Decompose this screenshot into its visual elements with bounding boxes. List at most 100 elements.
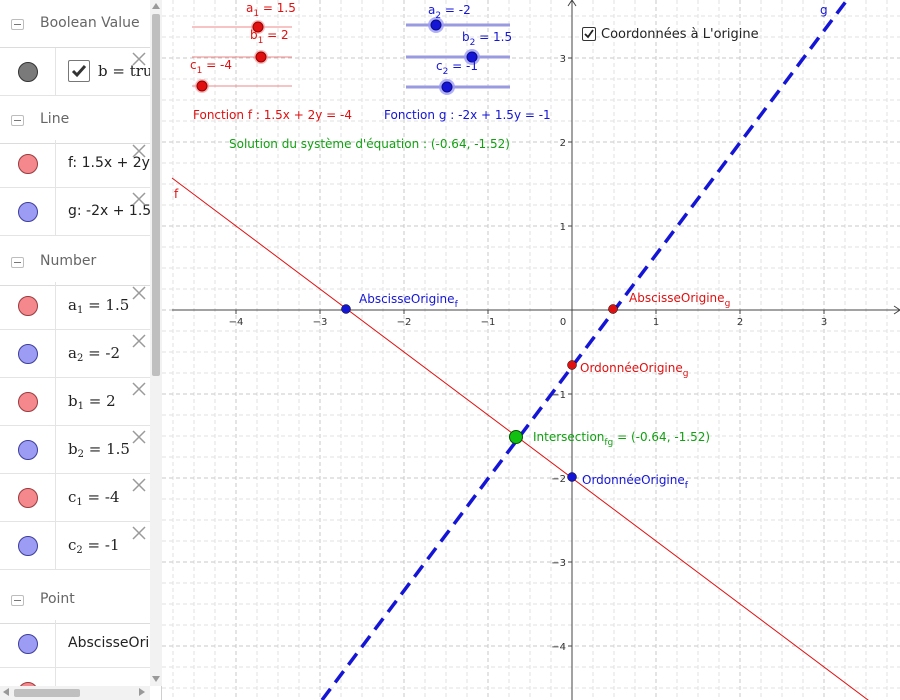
delete-icon[interactable] [130,524,148,542]
section-point[interactable]: Point [0,576,150,624]
section-title: Line [40,111,70,127]
x-tick-label: −2 [397,317,412,328]
axis-ticks: −4 −3 −2 −1 0 1 2 3 3 2 1 −1 −2 −3 −4 [229,54,828,653]
marble-icon[interactable] [18,440,38,460]
algebra-item-a2[interactable]: a2 = -2 [0,330,150,378]
section-title: Number [40,253,97,269]
marble-icon[interactable] [18,344,38,364]
visibility-toggle[interactable] [0,48,56,95]
algebra-item-text: AbscisseOrigine [68,635,150,651]
visibility-toggle[interactable] [0,474,56,521]
horizontal-scroll-thumb[interactable] [14,689,80,697]
point-ordonnee-origine-f[interactable] [567,472,577,482]
visibility-toggle[interactable] [0,522,56,569]
label-abscisse-origine-g: AbscisseOrigineg [629,291,731,309]
slider-b1[interactable] [192,50,292,64]
coordinate-plane[interactable]: −4 −3 −2 −1 0 1 2 3 3 2 1 −1 −2 −3 −4 [162,0,900,700]
slider-handle[interactable] [196,80,208,92]
checkbox-icon[interactable] [582,27,596,41]
collapse-toggle-icon[interactable] [11,257,24,268]
visibility-toggle[interactable] [0,378,56,425]
point-intersection-fg[interactable] [509,430,523,444]
visibility-toggle[interactable] [0,188,56,235]
algebra-item-b2[interactable]: b2 = 1.5 [0,426,150,474]
marble-icon[interactable] [18,392,38,412]
delete-icon[interactable] [130,428,148,446]
slider-c1[interactable] [192,79,292,93]
y-tick-label: 1 [560,222,566,233]
line-g[interactable] [320,0,850,700]
algebra-item-c2[interactable]: c2 = -1 [0,522,150,570]
slider-b1-label: b1 = 2 [250,28,289,46]
section-title: Point [40,591,75,607]
x-axis-arrow-icon [893,305,900,315]
algebra-item-a1[interactable]: a1 = 1.5 [0,282,150,330]
algebra-item-text: g: -2x + 1.5y = -1 [68,203,150,219]
slider-handle[interactable] [441,81,453,93]
algebra-item-abscisse-origine[interactable]: AbscisseOrigine [0,620,150,668]
label-intersection-fg: Intersectionfg = (-0.64, -1.52) [533,430,711,448]
vertical-scroll-thumb[interactable] [152,14,160,376]
algebra-item-text: b1 = 2 [68,392,116,412]
visibility-toggle[interactable] [0,140,56,187]
line-f[interactable] [171,177,900,700]
slider-a2[interactable] [406,17,510,33]
delete-icon[interactable] [130,284,148,302]
fonction-g-text: Fonction g : -2x + 1.5y = -1 [384,108,551,122]
y-tick-label: −4 [551,642,566,653]
point-abscisse-origine-g[interactable] [608,304,618,314]
point-abscisse-origine-f[interactable] [341,304,351,314]
scroll-left-arrow-icon[interactable] [3,688,9,696]
visibility-toggle[interactable] [0,620,56,667]
slider-a1[interactable] [192,20,292,34]
marble-icon[interactable] [18,488,38,508]
marble-icon[interactable] [18,296,38,316]
scroll-right-arrow-icon[interactable] [139,688,145,696]
origin-coordinates-checkbox[interactable]: Coordonnées à L'origine [582,24,759,44]
visibility-toggle[interactable] [0,426,56,473]
marble-icon[interactable] [18,62,38,82]
section-number[interactable]: Number [0,238,150,286]
delete-icon[interactable] [130,476,148,494]
slider-handle[interactable] [252,21,264,33]
slider-b2[interactable] [406,49,510,65]
marble-icon[interactable] [18,634,38,654]
slider-a2-label: a2 = -2 [428,3,471,21]
slider-handle[interactable] [255,51,267,63]
x-tick-label: −3 [313,317,328,328]
marble-icon[interactable] [18,154,38,174]
delete-icon[interactable] [130,142,148,160]
slider-handle[interactable] [430,19,442,31]
delete-icon[interactable] [130,190,148,208]
visibility-toggle[interactable] [0,282,56,329]
marble-icon[interactable] [18,536,38,556]
slider-b2-label: b2 = 1.5 [462,30,513,48]
boolean-checkbox[interactable] [68,60,90,82]
slider-c2[interactable] [406,79,510,95]
grid [162,0,900,700]
delete-icon[interactable] [130,332,148,350]
delete-icon[interactable] [130,50,148,68]
algebra-item-b[interactable]: b = true [0,48,150,96]
delete-icon[interactable] [130,380,148,398]
algebra-item-c1[interactable]: c1 = -4 [0,474,150,522]
section-boolean-value[interactable]: Boolean Value [0,0,150,48]
line-g-label: g [820,3,828,17]
y-tick-label: −1 [551,390,566,401]
collapse-toggle-icon[interactable] [11,115,24,126]
collapse-toggle-icon[interactable] [11,595,24,606]
graphics-view[interactable]: −4 −3 −2 −1 0 1 2 3 3 2 1 −1 −2 −3 −4 [162,0,900,700]
slider-handle[interactable] [466,51,478,63]
marble-icon[interactable] [18,202,38,222]
x-tick-label: −4 [229,317,244,328]
section-line[interactable]: Line [0,96,150,144]
scroll-down-arrow-icon[interactable] [152,676,160,682]
algebra-item-g[interactable]: g: -2x + 1.5y = -1 [0,188,150,236]
algebra-item-b1[interactable]: b1 = 2 [0,378,150,426]
visibility-toggle[interactable] [0,330,56,377]
algebra-item-f[interactable]: f: 1.5x + 2y = -4 [0,140,150,188]
checkbox-label: Coordonnées à L'origine [601,26,759,42]
point-ordonnee-origine-g[interactable] [567,360,577,370]
collapse-toggle-icon[interactable] [11,19,24,30]
scroll-up-arrow-icon[interactable] [152,3,160,9]
